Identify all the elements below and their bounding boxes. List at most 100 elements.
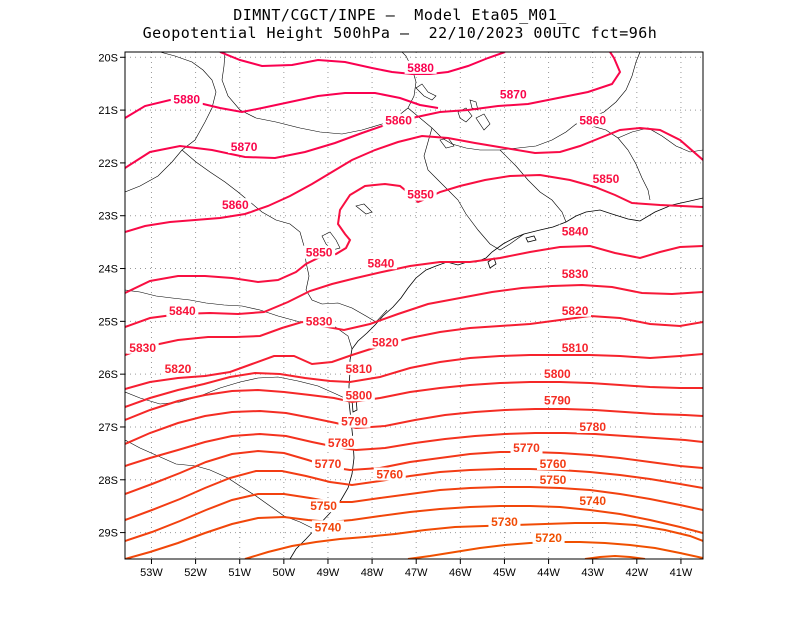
contour-label-5730: 5730	[488, 515, 521, 529]
contour-label-text: 5820	[372, 335, 399, 349]
contour-label-text: 5860	[579, 114, 606, 128]
contour-label-background	[307, 499, 340, 513]
contour-label-5820: 5820	[369, 335, 402, 349]
contour-labels: 5880 5880 5870 5870 5860 5860 5860 5850 5850 5850…	[126, 60, 622, 545]
contour-label-text: 5760	[540, 457, 567, 471]
contour-label-5860: 5860	[382, 113, 415, 128]
contour-label-5750: 5750	[307, 499, 340, 513]
contour-5770	[125, 449, 703, 495]
contour-label-background	[536, 472, 569, 486]
contour-label-5810: 5810	[342, 361, 375, 376]
contour-label-background	[541, 393, 574, 407]
contour-label-background	[338, 414, 371, 428]
contour-label-5770: 5770	[510, 441, 543, 455]
contour-label-5830: 5830	[559, 266, 592, 281]
contour-label-text: 5850	[593, 172, 620, 186]
contour-label-background	[497, 87, 530, 101]
contour-label-5790: 5790	[541, 393, 574, 408]
reservoirs	[321, 83, 491, 251]
contour-label-5850: 5850	[303, 245, 336, 260]
chart-title-line-1: DIMNT/CGCT/INPE – Model Eta05_M01_	[233, 6, 567, 24]
contour-label-text: 5770	[315, 457, 342, 471]
contour-label-background	[404, 60, 437, 74]
contour-label-text: 5720	[535, 531, 562, 545]
y-tick-label: 21S	[98, 105, 118, 117]
contour-label-5860: 5860	[219, 198, 252, 212]
contour-label-text: 5830	[129, 341, 156, 355]
contour-label-background	[510, 441, 543, 455]
contour-label-5870: 5870	[497, 87, 530, 101]
contour-label-text: 5740	[579, 494, 606, 508]
contour-label-5840: 5840	[166, 303, 199, 318]
contour-label-background	[559, 224, 592, 238]
contour-5720-closed-south	[584, 554, 646, 559]
contour-label-text: 5800	[544, 367, 571, 381]
contour-label-5850: 5850	[589, 171, 622, 186]
y-tick-label: 26S	[98, 369, 118, 381]
contour-label-background	[311, 456, 344, 470]
contour-label-background	[126, 340, 159, 354]
y-tick-label: 23S	[98, 211, 118, 223]
chart-title-line-2: Geopotential Height 500hPa – 22/10/2023 …	[142, 24, 658, 42]
contour-label-text: 5790	[544, 394, 571, 408]
contour-label-5720: 5720	[532, 530, 565, 545]
contour-label-background	[541, 367, 574, 381]
contour-label-5790: 5790	[338, 414, 371, 429]
contour-label-5810: 5810	[559, 340, 592, 355]
contour-label-5870: 5870	[228, 140, 261, 154]
contour-label-text: 5750	[540, 473, 567, 487]
contour-label-text: 5840	[562, 225, 589, 239]
island-ilha-grande	[525, 235, 537, 243]
contour-label-5820: 5820	[559, 303, 592, 318]
contour-5860	[125, 126, 703, 233]
contour-label-5840: 5840	[364, 256, 397, 270]
coastline-and-borders	[125, 52, 703, 559]
contour-label-background	[536, 456, 569, 470]
contour-5750	[125, 486, 703, 542]
contour-5840	[125, 244, 703, 328]
x-tick-label: 47W	[405, 567, 428, 579]
contour-5790	[125, 408, 703, 445]
axis-ticks-and-labels: 53W 52W 51W 50W 49W 48W 47W 46W 45W 44W 43W 42W 41W 2…	[98, 52, 692, 579]
contour-label-5830: 5830	[126, 340, 159, 355]
contour-label-5770: 5770	[311, 456, 344, 471]
x-tick-label: 45W	[493, 567, 516, 579]
contour-label-text: 5870	[231, 140, 258, 154]
x-tick-label: 49W	[317, 567, 340, 579]
contour-label-text: 5770	[513, 441, 540, 455]
contour-label-text: 5830	[306, 314, 333, 328]
contour-label-background	[342, 388, 375, 402]
y-tick-label: 20S	[98, 52, 118, 64]
contour-label-5840: 5840	[559, 224, 592, 239]
contour-label-text: 5750	[310, 499, 337, 513]
contour-lines	[125, 52, 703, 559]
contour-label-text: 5780	[579, 420, 606, 434]
y-tick-label: 24S	[98, 264, 118, 276]
x-tick-label: 46W	[449, 567, 472, 579]
contour-label-background	[576, 419, 609, 433]
contour-label-text: 5820	[562, 304, 589, 318]
x-tick-label: 43W	[581, 567, 604, 579]
contour-label-background	[559, 266, 592, 280]
contour-label-background	[589, 171, 622, 185]
contour-label-background	[219, 198, 252, 212]
contour-5880-north	[219, 52, 506, 75]
y-tick-label: 22S	[98, 158, 118, 170]
contour-label-text: 5850	[306, 246, 333, 260]
contour-label-text: 5780	[328, 436, 355, 450]
x-tick-label: 53W	[140, 567, 163, 579]
contour-label-text: 5860	[385, 114, 412, 128]
contour-label-background	[404, 187, 437, 201]
contour-label-background	[576, 493, 609, 507]
contour-label-background	[369, 335, 402, 349]
contour-label-background	[559, 303, 592, 317]
contour-5740	[125, 505, 703, 559]
x-tick-label: 48W	[361, 567, 384, 579]
coastline	[289, 197, 703, 559]
grid-lines	[125, 52, 703, 559]
y-tick-label: 29S	[98, 528, 118, 540]
contour-label-5760: 5760	[373, 467, 406, 482]
contour-label-5830: 5830	[303, 314, 336, 328]
contour-5830	[125, 283, 703, 356]
